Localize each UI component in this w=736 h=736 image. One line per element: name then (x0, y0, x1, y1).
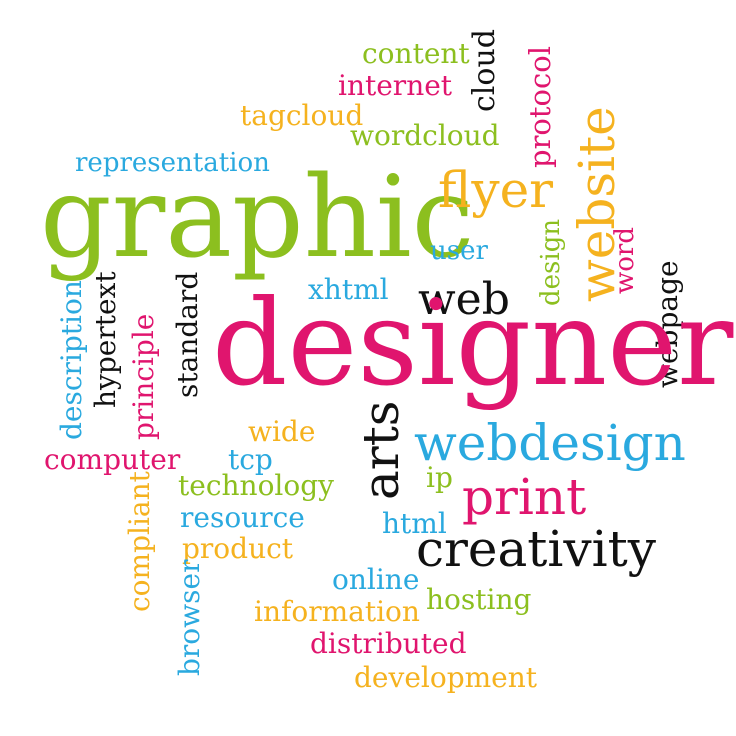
word-cloud-term: cloud (467, 29, 502, 112)
word-designer: designer (212, 274, 734, 412)
word-html: html (382, 507, 447, 540)
word-wordcloud: wordcloud (350, 119, 500, 152)
word-computer: computer (44, 443, 181, 476)
word-flyer: flyer (438, 161, 554, 219)
word-user: user (430, 236, 488, 266)
word-internet: internet (338, 69, 453, 102)
word-distributed: distributed (310, 627, 467, 660)
word-information: information (254, 595, 420, 628)
word-protocol: protocol (523, 46, 557, 168)
word-webdesign: webdesign (414, 414, 686, 472)
word-hypertext: hypertext (89, 271, 122, 408)
word-tagcloud: tagcloud (240, 99, 364, 132)
word-principle: principle (127, 313, 160, 440)
word-development: development (354, 661, 538, 694)
word-xhtml: xhtml (308, 273, 389, 306)
word-wide: wide (248, 415, 316, 448)
word-technology: technology (178, 469, 334, 502)
word-representation: representation (75, 148, 270, 178)
word-hosting: hosting (426, 583, 532, 616)
word-product: product (182, 532, 294, 565)
word-print: print (462, 468, 587, 526)
word-tcp: tcp (228, 443, 273, 476)
word-ip: ip (426, 461, 453, 494)
word-compliant: compliant (123, 471, 156, 612)
word-creativity: creativity (416, 520, 656, 578)
word-graphic: graphic (40, 153, 475, 283)
word-online: online (332, 563, 420, 596)
word-browser: browser (173, 559, 206, 676)
word-web: web (418, 274, 510, 325)
word-standard: standard (171, 271, 204, 398)
word-description: description (55, 280, 88, 440)
word-arts: arts (352, 400, 410, 500)
word-content: content (362, 37, 470, 70)
word-resource: resource (180, 501, 305, 534)
